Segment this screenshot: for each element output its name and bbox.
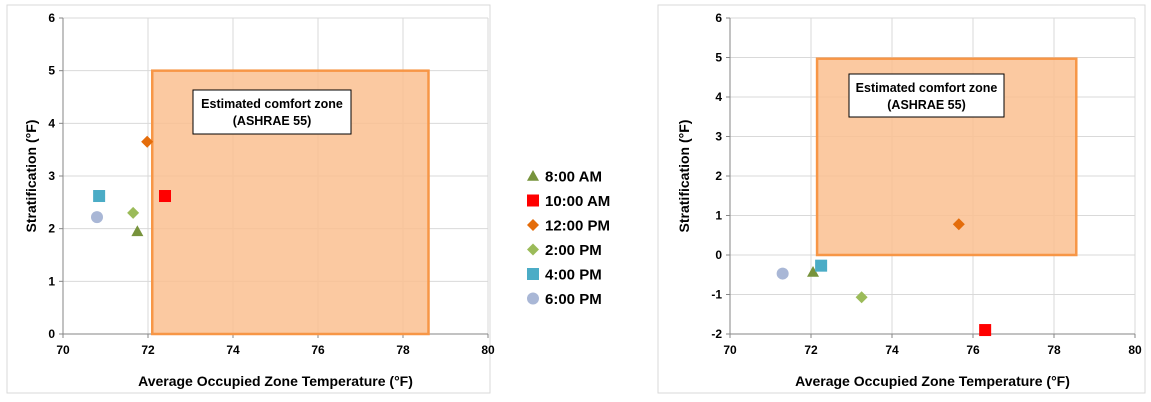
y-tick-label: 5 <box>715 51 722 65</box>
y-tick-label: 6 <box>715 11 722 25</box>
data-point <box>807 265 820 277</box>
legend-label: 10:00 AM <box>545 193 610 210</box>
legend-marker <box>527 170 539 181</box>
legend-label: 8:00 AM <box>545 169 602 186</box>
comfort-zone-label-line1: Estimated comfort zone <box>201 97 343 111</box>
y-tick-label: 3 <box>48 169 55 183</box>
x-tick-label: 72 <box>804 343 818 357</box>
data-point <box>979 324 992 337</box>
data-point <box>91 211 103 224</box>
y-tick-label: 2 <box>48 222 55 236</box>
comfort-zone-label-box <box>848 73 1005 118</box>
legend-marker <box>527 243 539 256</box>
y-axis-label: Stratification (°F) <box>23 120 39 233</box>
legend-label: 2:00 PM <box>545 242 602 259</box>
y-tick-label: -2 <box>711 327 722 341</box>
y-tick-label: 0 <box>48 327 55 341</box>
x-tick-label: 78 <box>1047 343 1061 357</box>
y-tick-label: 5 <box>48 64 55 78</box>
x-tick-label: 76 <box>966 343 980 357</box>
x-tick-label: 74 <box>226 343 240 357</box>
x-axis-label: Average Occupied Zone Temperature (°F) <box>138 373 413 389</box>
x-tick-label: 80 <box>481 343 495 357</box>
x-tick-label: 76 <box>311 343 325 357</box>
data-point <box>952 218 965 231</box>
x-tick-label: 72 <box>141 343 155 357</box>
y-tick-label: 4 <box>715 90 722 104</box>
y-axis-label: Stratification (°F) <box>676 120 692 233</box>
data-point <box>776 267 789 280</box>
legend-marker <box>527 268 539 280</box>
x-tick-label: 74 <box>885 343 899 357</box>
x-tick-label: 70 <box>56 343 70 357</box>
data-point <box>141 135 154 148</box>
x-tick-label: 70 <box>723 343 737 357</box>
legend-marker <box>527 219 539 231</box>
y-tick-label: 6 <box>48 11 55 25</box>
x-tick-label: 80 <box>1128 343 1142 357</box>
x-axis-label: Average Occupied Zone Temperature (°F) <box>795 373 1070 389</box>
y-tick-label: 0 <box>715 248 722 262</box>
legend-marker <box>527 194 539 207</box>
y-tick-label: 3 <box>715 130 722 144</box>
data-point <box>815 259 828 272</box>
comfort-zone-label-line2: (ASHRAE 55) <box>233 114 312 128</box>
comfort-zone-label-line2: (ASHRAE 55) <box>887 98 966 112</box>
legend-label: 4:00 PM <box>545 267 602 284</box>
data-point <box>131 225 144 237</box>
legend-label: 6:00 PM <box>545 291 602 308</box>
comfort-zone-label-box <box>192 89 352 135</box>
y-tick-label: 1 <box>48 274 55 288</box>
y-tick-label: 4 <box>48 116 55 130</box>
y-tick-label: -1 <box>711 288 722 302</box>
data-point <box>855 291 868 304</box>
comfort-zone-label-line1: Estimated comfort zone <box>856 81 998 95</box>
chart-right: -2 -1 0 1 2 3 4 5 6 70 72 74 76 78 80 Estimated comfort… <box>657 4 1146 394</box>
legend-marker <box>527 292 539 305</box>
data-point <box>127 206 140 219</box>
y-tick-label: 2 <box>715 169 722 183</box>
y-tick-label: 1 <box>715 209 722 223</box>
data-point <box>159 190 171 203</box>
legend-label: 12:00 PM <box>545 218 610 235</box>
x-tick-label: 78 <box>396 343 410 357</box>
chart-left: 0 1 2 3 4 5 6 70 72 74 76 78 80 Estimated comfort zon… <box>6 4 495 394</box>
legend: 8:00 AM 10:00 AM 12:00 PM 2:00 PM 4:00 PM 6:0… <box>527 169 610 308</box>
data-point <box>93 190 106 203</box>
